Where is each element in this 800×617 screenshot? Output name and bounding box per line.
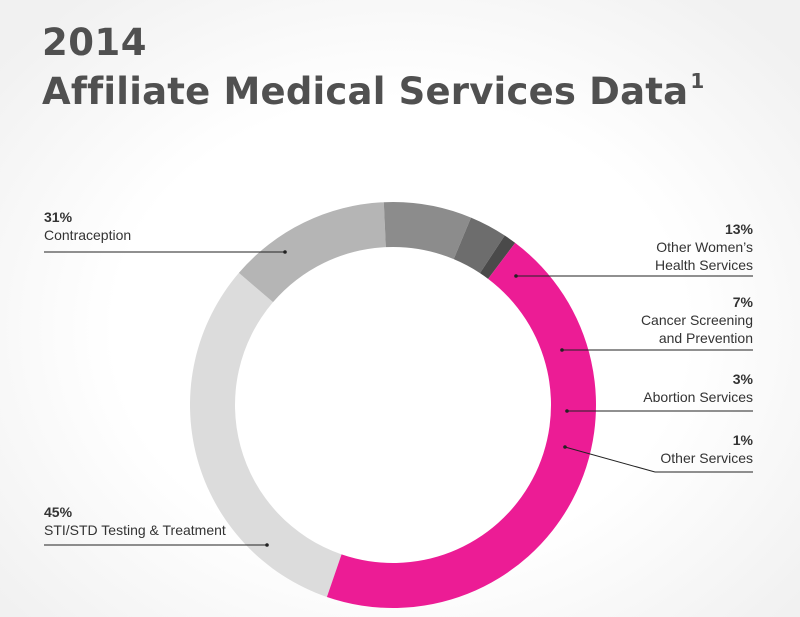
label-contraception: 31% Contraception [44,208,131,244]
slice-abortion-services [453,217,505,274]
title-main: Affiliate Medical Services Data 1 [42,70,704,113]
label-abortion-services-name: Abortion Services [643,389,753,405]
label-cancer-screening-pct: 7% [732,294,753,310]
label-sti-std-testing-pct: 45% [44,504,73,520]
title-year: 2014 [42,21,147,64]
slice-contraception [189,272,342,597]
label-cancer-screening: 7% Cancer Screening and Prevention [641,293,753,347]
label-other-womens-health-pct: 13% [724,221,753,237]
label-other-services-pct: 1% [732,432,753,448]
label-contraception-pct: 31% [44,209,73,225]
chart-title: 2014 Affiliate Medical Services Data 1 [42,24,704,110]
slice-sti-std-testing [326,242,596,608]
title-text: Affiliate Medical Services Data [42,70,689,113]
leader-cancer-screening [560,348,753,352]
leader-other-womens-health [514,274,753,278]
footnote-mark: 1 [690,69,705,93]
label-abortion-services: 3% Abortion Services [643,370,753,406]
leader-abortion-services [565,409,753,413]
slice-other-services [479,235,516,279]
leader-other-services [563,445,753,473]
label-other-services: 1% Other Services [660,431,753,467]
label-sti-std-testing: 45% STI/STD Testing & Treatment [44,503,226,539]
label-other-womens-health: 13% Other Women’s Health Services [655,220,753,274]
slice-other-womens-health [238,202,386,303]
label-cancer-screening-name: Cancer Screening and Prevention [640,312,753,346]
label-contraception-name: Contraception [44,227,132,243]
label-other-services-name: Other Services [660,450,753,466]
label-abortion-services-pct: 3% [732,371,753,387]
leader-sti-std-testing [44,543,269,547]
label-other-womens-health-name: Other Women’s Health Services [654,239,753,273]
label-sti-std-testing-name: STI/STD Testing & Treatment [44,522,226,538]
slice-cancer-screening [383,202,472,260]
leader-contraception [44,250,287,254]
